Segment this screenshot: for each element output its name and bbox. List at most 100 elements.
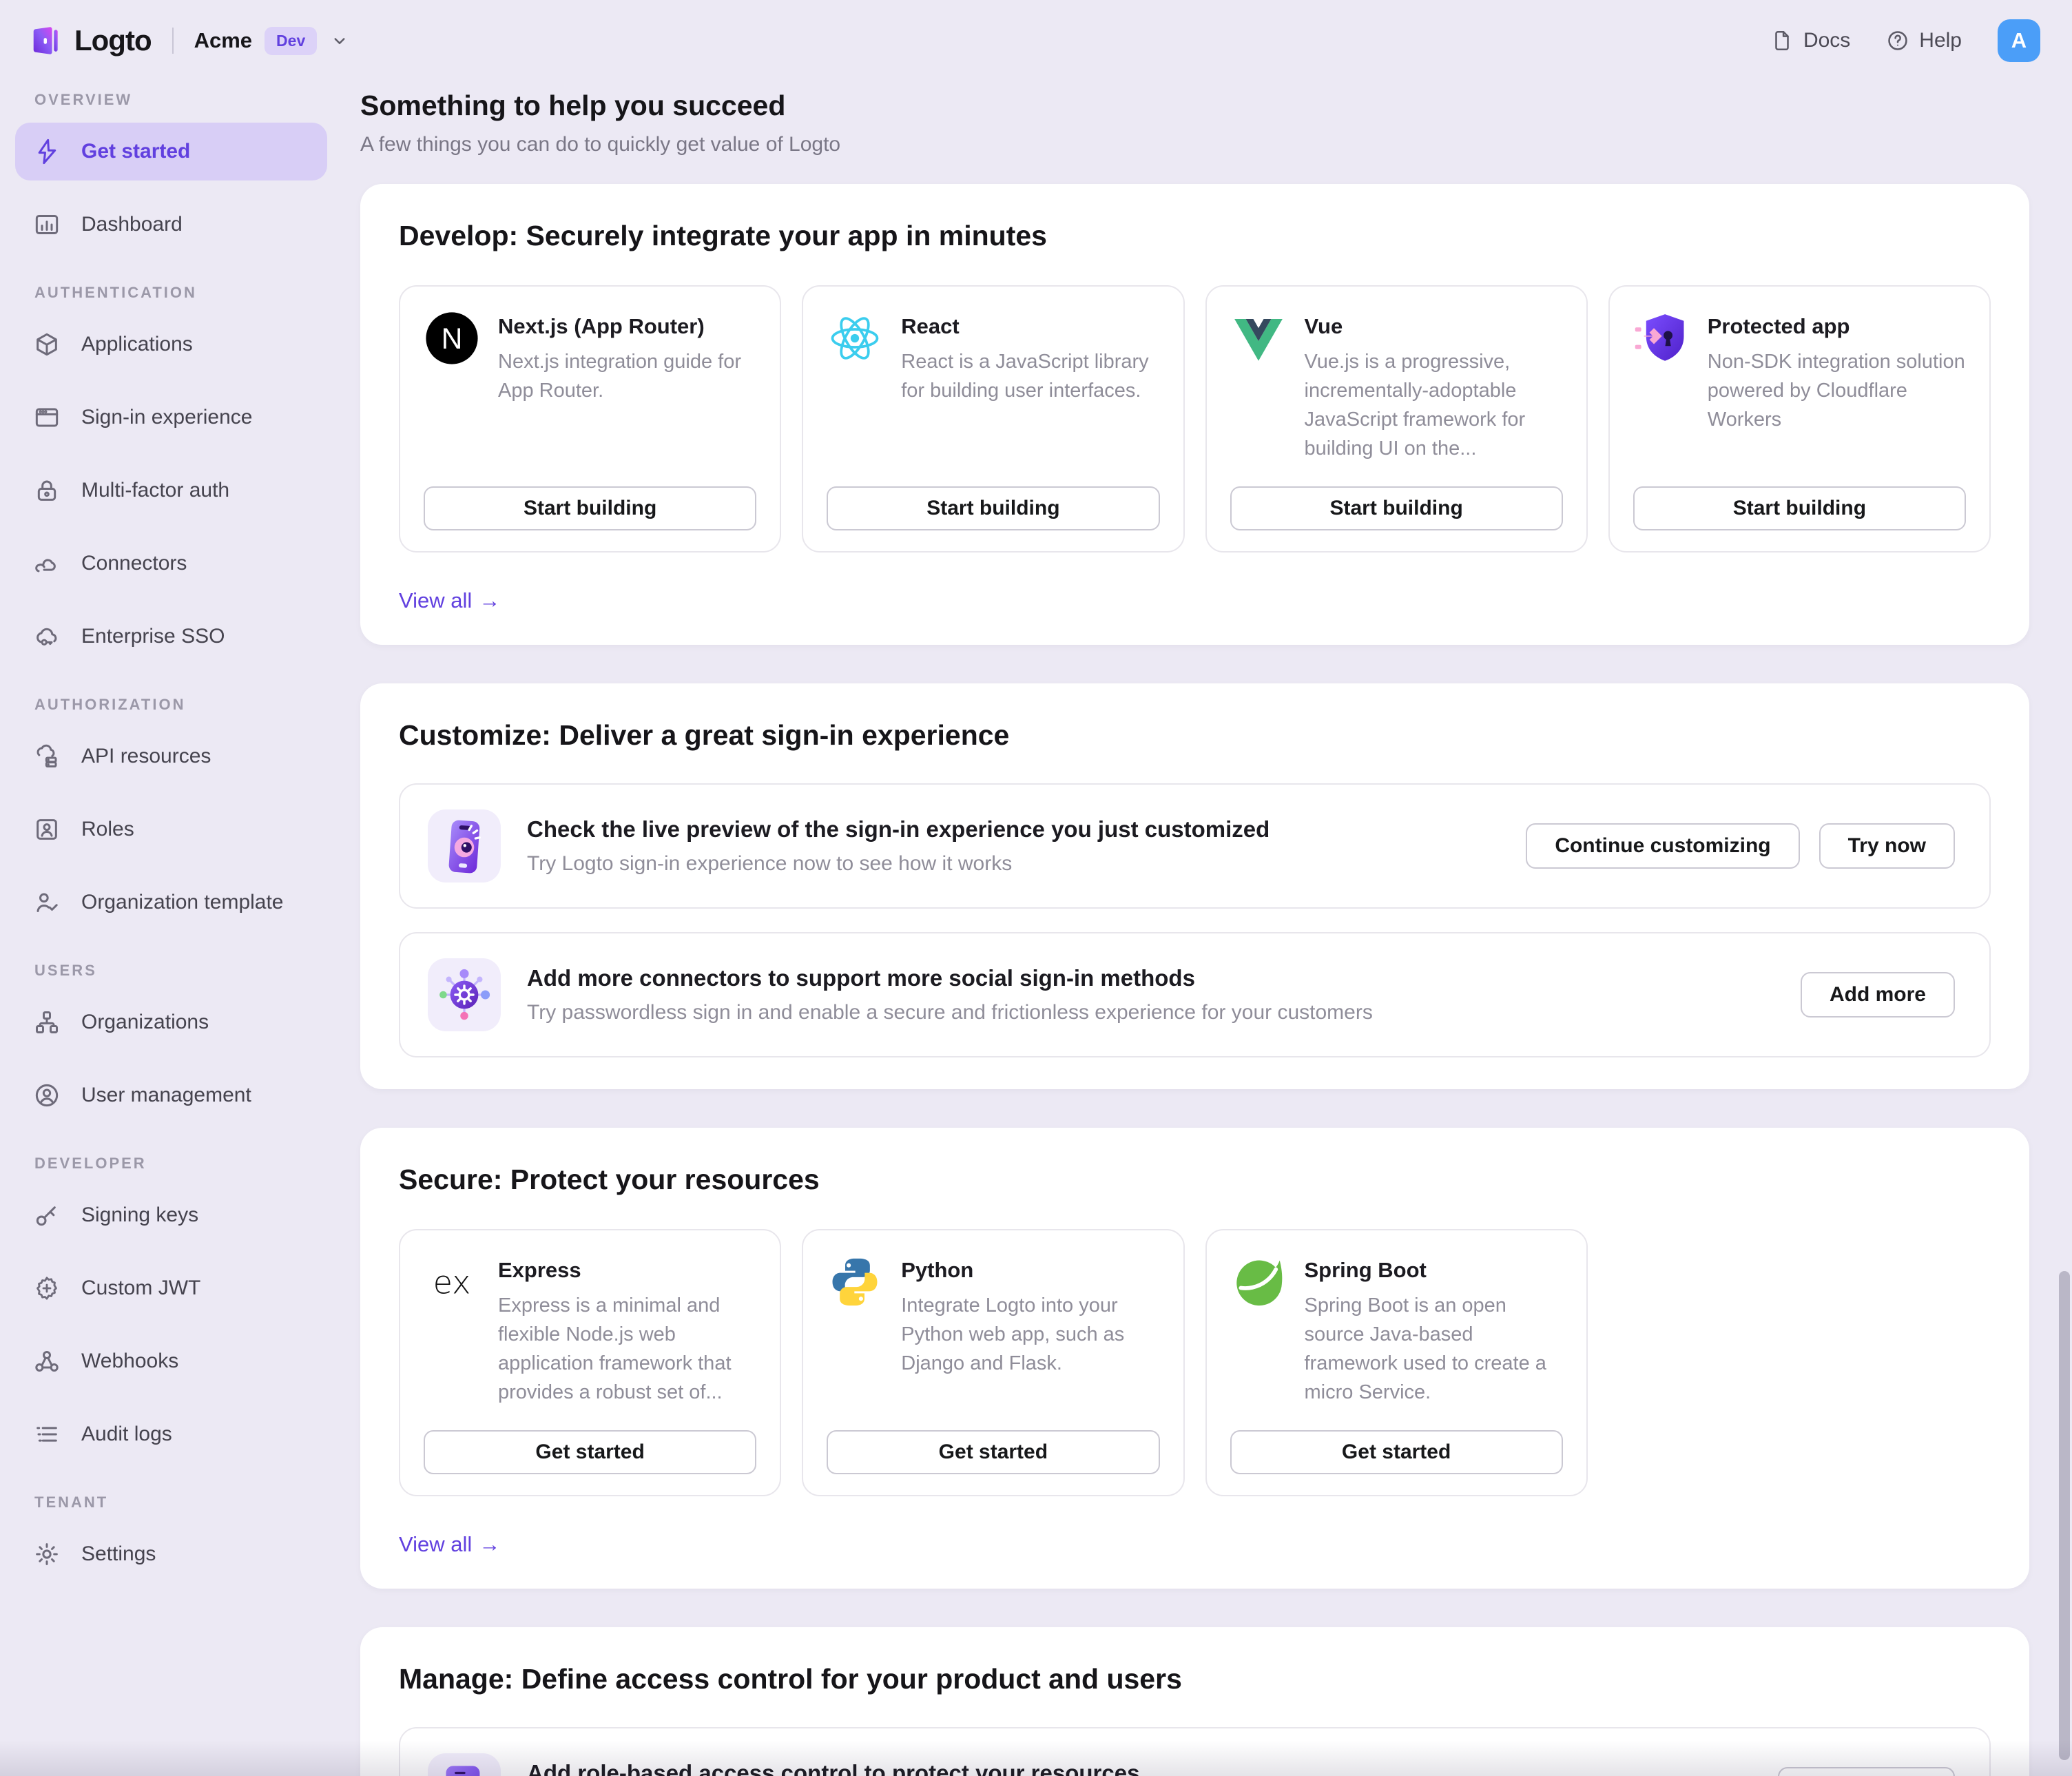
sidebar-item-label: Roles: [81, 818, 134, 840]
framework-card-python: Python Integrate Logto into your Python …: [802, 1229, 1185, 1497]
id-card-icon: [33, 816, 61, 843]
framework-card-express: ex Express Express is a minimal and flex…: [399, 1229, 782, 1497]
docs-link[interactable]: Docs: [1770, 29, 1850, 52]
customize-panel: Customize: Deliver a great sign-in exper…: [360, 683, 2029, 1090]
sidebar-item-label: Get started: [81, 140, 191, 163]
sidebar-item-dashboard[interactable]: Dashboard: [15, 196, 327, 254]
list-icon: [33, 1421, 61, 1448]
topbar-divider: [172, 28, 174, 54]
manage-panel-title: Manage: Define access control for your p…: [399, 1663, 1182, 1695]
question-circle-icon: [1886, 29, 1909, 52]
sign-in-preview-row: Check the live preview of the sign-in ex…: [399, 783, 1991, 909]
sidebar-item-label: User management: [81, 1084, 251, 1106]
chevron-down-icon: [329, 30, 350, 51]
sidebar-item-signing-keys[interactable]: Signing keys: [15, 1186, 327, 1244]
file-icon: [1770, 29, 1794, 52]
sidebar-item-applications[interactable]: Applications: [15, 316, 327, 373]
sidebar-section-developer: DEVELOPER: [34, 1155, 147, 1172]
sidebar-item-connectors[interactable]: Connectors: [15, 535, 327, 592]
get-started-button[interactable]: Get started: [424, 1430, 757, 1475]
nextjs-logo-icon: N: [424, 310, 480, 366]
manage-panel: Manage: Define access control for your p…: [360, 1627, 2029, 1776]
lock-icon: [33, 477, 61, 504]
sidebar-item-user-management[interactable]: User management: [15, 1066, 327, 1124]
arrow-right-icon: →: [479, 1532, 501, 1557]
start-building-button[interactable]: Start building: [424, 486, 757, 531]
sidebar-item-label: API resources: [81, 745, 211, 767]
org-tree-icon: [33, 1009, 61, 1036]
brand-name: Logto: [74, 24, 152, 56]
vertical-scrollbar[interactable]: [2055, 0, 2072, 1776]
framework-card-vue: Vue Vue.js is a progressive, incremental…: [1205, 285, 1588, 553]
framework-description: Integrate Logto into your Python web app…: [901, 1294, 1125, 1375]
vue-logo-icon: [1230, 310, 1287, 366]
develop-view-all-link[interactable]: View all →: [399, 588, 501, 613]
sidebar-item-label: Applications: [81, 333, 193, 355]
try-now-button[interactable]: Try now: [1819, 823, 1955, 869]
browser-icon: [33, 404, 61, 431]
secure-view-all-link[interactable]: View all →: [399, 1532, 501, 1557]
docs-label: Docs: [1803, 29, 1851, 52]
sidebar-item-api-resources[interactable]: API resources: [15, 727, 327, 785]
sidebar-item-get-started[interactable]: Get started: [15, 123, 327, 180]
framework-description: Next.js integration guide for App Router…: [498, 351, 742, 402]
user-check-icon: [33, 889, 61, 916]
start-building-button[interactable]: Start building: [827, 486, 1160, 531]
get-started-button[interactable]: Get started: [1230, 1430, 1563, 1475]
sidebar-item-roles[interactable]: Roles: [15, 801, 327, 858]
start-building-button[interactable]: Start building: [1633, 486, 1966, 531]
sidebar-section-users: USERS: [34, 962, 97, 979]
sidebar-item-sign-in-experience[interactable]: Sign-in experience: [15, 389, 327, 446]
key-icon: [33, 1201, 61, 1229]
sidebar-item-webhooks[interactable]: Webhooks: [15, 1332, 327, 1390]
add-connectors-row: Add more connectors to support more soci…: [399, 932, 1991, 1058]
customize-panel-title: Customize: Deliver a great sign-in exper…: [399, 719, 1010, 752]
logto-logo-icon: [29, 25, 61, 56]
svg-text:ex: ex: [433, 1264, 471, 1301]
sidebar-item-label: Dashboard: [81, 213, 183, 236]
sidebar-item-audit-logs[interactable]: Audit logs: [15, 1405, 327, 1463]
rbac-row: Add role-based access control to protect…: [399, 1727, 1991, 1776]
sidebar-item-enterprise-sso[interactable]: Enterprise SSO: [15, 608, 327, 665]
sidebar-item-label: Signing keys: [81, 1204, 199, 1226]
sidebar-item-label: Organization template: [81, 891, 284, 913]
python-logo-icon: [827, 1254, 883, 1310]
framework-description: Spring Boot is an open source Java-based…: [1304, 1294, 1546, 1404]
sidebar-section-tenant: TENANT: [34, 1494, 109, 1511]
framework-description: Non-SDK integration solution powered by …: [1707, 351, 1965, 431]
cube-icon: [33, 331, 61, 358]
framework-name: Express: [498, 1258, 581, 1283]
webhook-icon: [33, 1348, 61, 1375]
sidebar-item-label: Organizations: [81, 1011, 209, 1033]
framework-card-react: React React is a JavaScript library for …: [802, 285, 1185, 553]
help-link[interactable]: Help: [1886, 29, 1962, 52]
user-avatar[interactable]: A: [1998, 19, 2040, 62]
cloud-key-icon: [33, 623, 61, 650]
main-content: Something to help you succeed A few thin…: [342, 81, 2072, 1776]
sidebar-item-organization-template[interactable]: Organization template: [15, 874, 327, 931]
sidebar-item-organizations[interactable]: Organizations: [15, 993, 327, 1051]
sidebar-item-custom-jwt[interactable]: Custom JWT: [15, 1259, 327, 1317]
sidebar-item-multi-factor-auth[interactable]: Multi-factor auth: [15, 462, 327, 519]
task-title: Check the live preview of the sign-in ex…: [527, 816, 1270, 843]
help-label: Help: [1919, 29, 1962, 52]
svg-text:N: N: [442, 322, 463, 355]
sidebar-item-label: Webhooks: [81, 1350, 179, 1372]
tenant-selector[interactable]: Acme Dev: [194, 26, 351, 55]
create-roles-button[interactable]: Create roles: [1777, 1767, 1955, 1776]
secure-panel: Secure: Protect your resources ex Expres…: [360, 1128, 2029, 1589]
sidebar-item-settings[interactable]: Settings: [15, 1525, 327, 1583]
tenant-name: Acme: [194, 28, 253, 52]
framework-card-spring-boot: Spring Boot Spring Boot is an open sourc…: [1205, 1229, 1588, 1497]
phone-illustration-icon: [428, 809, 501, 883]
continue-customizing-button[interactable]: Continue customizing: [1526, 823, 1800, 869]
express-logo-icon: ex: [424, 1254, 480, 1310]
topbar: Logto Acme Dev Docs Help A: [0, 0, 2072, 81]
scrollbar-thumb[interactable]: [2059, 1271, 2070, 1760]
task-title: Add role-based access control to protect…: [527, 1760, 1140, 1776]
start-building-button[interactable]: Start building: [1230, 486, 1563, 531]
get-started-button[interactable]: Get started: [827, 1430, 1160, 1475]
user-circle-icon: [33, 1082, 61, 1109]
connectors-illustration-icon: [428, 958, 501, 1032]
add-more-button[interactable]: Add more: [1800, 972, 1955, 1018]
